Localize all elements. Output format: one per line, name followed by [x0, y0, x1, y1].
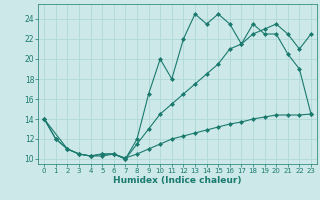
X-axis label: Humidex (Indice chaleur): Humidex (Indice chaleur): [113, 176, 242, 185]
